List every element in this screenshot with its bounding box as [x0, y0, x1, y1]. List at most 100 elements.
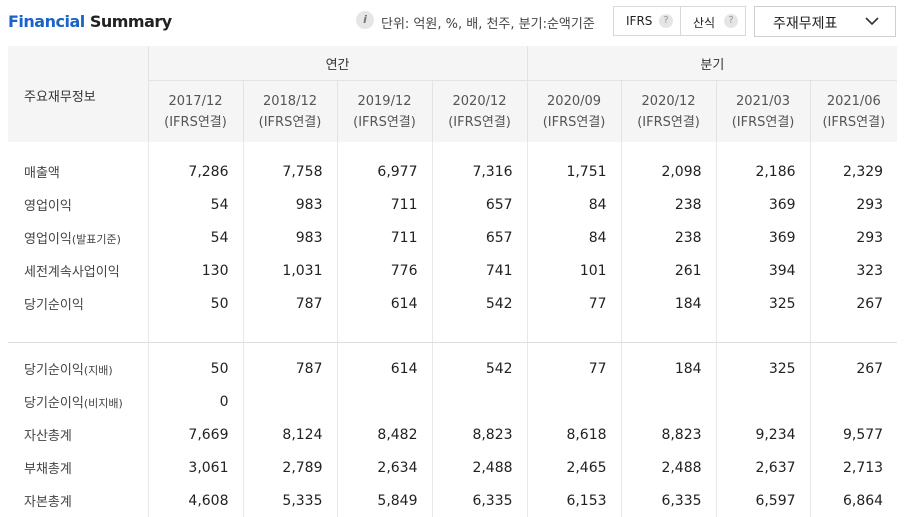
- value-cell: 4,608: [147, 484, 243, 517]
- value-cell: 293: [809, 221, 898, 254]
- table-row: 자산총계 7,669 8,124 8,482 8,823 8,618 8,823 9,234 9…: [8, 418, 898, 451]
- value-cell: 983: [242, 188, 337, 221]
- corner-header: 주요재무정보: [8, 46, 148, 142]
- spacer-row: [8, 320, 898, 343]
- row-label: 자산총계: [8, 418, 148, 451]
- value-cell: 8,823: [431, 418, 528, 451]
- value-cell: 1,751: [526, 155, 622, 188]
- value-cell: [526, 385, 622, 418]
- value-cell: 394: [715, 254, 811, 287]
- statement-type-dropdown[interactable]: 주재무제표: [754, 6, 896, 37]
- row-label: 매출액: [8, 155, 148, 188]
- formula-label: 산식: [693, 16, 716, 30]
- basis-label: (IFRS연결): [542, 114, 606, 130]
- basis-label: (IFRS연결): [448, 114, 511, 130]
- table-row: 영업이익(발표기준) 54 983 711 657 84 238 369 293: [8, 221, 898, 254]
- value-cell: 2,634: [336, 451, 432, 484]
- value-cell: 267: [809, 287, 898, 320]
- period-label: 2018/12: [262, 93, 317, 109]
- ifrs-help-button[interactable]: IFRS ?: [613, 6, 681, 36]
- table-row: 매출액 7,286 7,758 6,977 7,316 1,751 2,098 2,186 2,…: [8, 155, 898, 188]
- period-column-header: 2019/12 (IFRS연결): [336, 80, 432, 142]
- help-icon[interactable]: ?: [724, 14, 738, 28]
- period-column-header: 2020/12 (IFRS연결): [620, 80, 717, 142]
- value-cell: 711: [336, 221, 432, 254]
- spacer-row: [8, 342, 898, 352]
- value-cell: 2,329: [809, 155, 898, 188]
- value-cell: 9,577: [809, 418, 898, 451]
- table-row: 당기순이익 50 787 614 542 77 184 325 267: [8, 287, 898, 320]
- value-cell: 711: [336, 188, 432, 221]
- period-column-header: 2018/12 (IFRS연결): [242, 80, 337, 142]
- period-column-header: 2017/12 (IFRS연결): [147, 80, 243, 142]
- value-cell: 5,849: [336, 484, 432, 517]
- value-cell: 542: [431, 352, 528, 385]
- basis-label: (IFRS연결): [731, 114, 795, 130]
- info-icon[interactable]: i: [356, 11, 374, 29]
- annual-group-header: 연간: [147, 46, 528, 81]
- value-cell: 325: [715, 352, 811, 385]
- ifrs-label: IFRS: [626, 14, 653, 28]
- value-cell: 6,153: [526, 484, 622, 517]
- table-row: 세전계속사업이익 130 1,031 776 741 101 261 394 323: [8, 254, 898, 287]
- value-cell: 2,637: [715, 451, 811, 484]
- value-cell: 238: [620, 188, 717, 221]
- period-label: 2021/06: [826, 93, 881, 109]
- value-cell: 0: [147, 385, 243, 418]
- value-cell: 77: [526, 352, 622, 385]
- row-label-text: 영업이익: [24, 232, 72, 247]
- value-cell: 2,488: [431, 451, 528, 484]
- value-cell: [809, 385, 898, 418]
- row-label-text: 당기순이익: [24, 363, 84, 378]
- value-cell: 84: [526, 221, 622, 254]
- basis-label: (IFRS연결): [637, 114, 700, 130]
- basis-label: (IFRS연결): [258, 114, 322, 130]
- value-cell: 787: [242, 352, 337, 385]
- value-cell: 6,597: [715, 484, 811, 517]
- value-cell: 261: [620, 254, 717, 287]
- row-label: 부채총계: [8, 451, 148, 484]
- value-cell: 7,286: [147, 155, 243, 188]
- row-label: 영업이익(발표기준): [8, 221, 148, 254]
- value-cell: 101: [526, 254, 622, 287]
- value-cell: 657: [431, 188, 528, 221]
- value-cell: 7,316: [431, 155, 528, 188]
- table-row: 당기순이익(지배) 50 787 614 542 77 184 325 267: [8, 352, 898, 385]
- header-bar: Financial Summary i 단위: 억원, %, 배, 천주, 분기…: [0, 0, 905, 46]
- value-cell: 741: [431, 254, 528, 287]
- period-column-header: 2020/12 (IFRS연결): [431, 80, 528, 142]
- value-cell: 7,669: [147, 418, 243, 451]
- basis-label: (IFRS연결): [353, 114, 416, 130]
- value-cell: 8,823: [620, 418, 717, 451]
- period-label: 2021/03: [736, 93, 791, 109]
- period-label: 2019/12: [357, 93, 412, 109]
- value-cell: 184: [620, 287, 717, 320]
- value-cell: 2,186: [715, 155, 811, 188]
- value-cell: 3,061: [147, 451, 243, 484]
- value-cell: 2,098: [620, 155, 717, 188]
- table-row: 부채총계 3,061 2,789 2,634 2,488 2,465 2,488 2,637 2…: [8, 451, 898, 484]
- row-label: 영업이익: [8, 188, 148, 221]
- quarter-group-header: 분기: [526, 46, 898, 81]
- table-row: 영업이익 54 983 711 657 84 238 369 293: [8, 188, 898, 221]
- formula-help-button[interactable]: 산식 ?: [680, 6, 746, 36]
- row-label-text: 자산총계: [24, 429, 72, 444]
- value-cell: 54: [147, 188, 243, 221]
- help-icon[interactable]: ?: [659, 14, 673, 28]
- row-label: 당기순이익(비지배): [8, 385, 148, 418]
- value-cell: [431, 385, 528, 418]
- financial-summary-table: 주요재무정보 연간 분기 2017/12 (IFRS연결) 2018/12 (IFRS…: [8, 46, 898, 517]
- value-cell: [620, 385, 717, 418]
- value-cell: 2,488: [620, 451, 717, 484]
- value-cell: 2,465: [526, 451, 622, 484]
- value-cell: [715, 385, 811, 418]
- value-cell: 6,977: [336, 155, 432, 188]
- value-cell: 77: [526, 287, 622, 320]
- period-column-header: 2021/06 (IFRS연결): [809, 80, 898, 142]
- period-column-header: 2020/09 (IFRS연결): [526, 80, 622, 142]
- row-label: 당기순이익(지배): [8, 352, 148, 385]
- row-label: 당기순이익: [8, 287, 148, 320]
- value-cell: 369: [715, 188, 811, 221]
- value-cell: 54: [147, 221, 243, 254]
- row-label-text: 당기순이익: [24, 396, 84, 411]
